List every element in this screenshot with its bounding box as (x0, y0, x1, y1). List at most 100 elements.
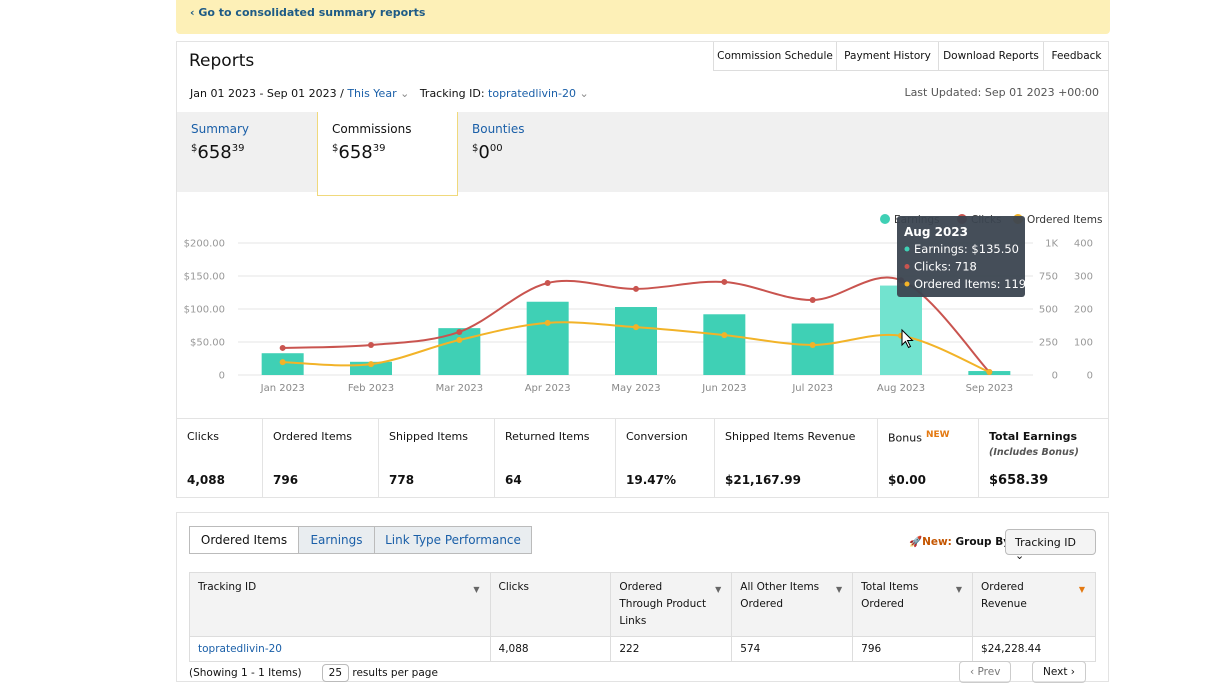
header-cell: Tracking ID ▼ (189, 572, 491, 637)
header-text: Total Items Ordered (861, 581, 919, 610)
card[interactable]: Commissions $65839 (317, 112, 458, 196)
x-tick-label: Sep 2023 (966, 383, 1013, 394)
table-header: Tracking ID ▼ Clicks Ordered Through Produc… (189, 572, 1096, 637)
cards: Summary $65839 Commissions $65839 Bounties… (177, 112, 1108, 196)
stat-label: Bonus (888, 431, 922, 445)
header-text: Clicks (498, 581, 530, 593)
stat-label: Conversion (626, 430, 688, 443)
x-tick-label: Mar 2023 (436, 383, 484, 394)
point (986, 369, 993, 376)
point (633, 285, 639, 292)
group-value: Tracking ID (1015, 536, 1077, 549)
card-amount: $65839 (191, 142, 303, 163)
stat: Returned Items 64 (495, 419, 616, 498)
bar (615, 307, 657, 375)
bar (880, 285, 922, 375)
tracking-id[interactable]: topratedlivin-20 (488, 87, 576, 100)
report-tab[interactable]: Earnings (298, 527, 374, 553)
stat-label: Returned Items (505, 430, 590, 443)
cell: 4,088 (489, 636, 612, 662)
filters: Jan 01 2023 - Sep 01 2023 / This Year ⌄ … (190, 87, 589, 100)
point (809, 297, 816, 304)
sort-icon: ▼ (955, 585, 963, 594)
stat: Shipped Items 778 (379, 419, 495, 498)
per-page-label: results per page (352, 667, 438, 679)
tracking-label: Tracking ID: (419, 87, 485, 100)
banner: ‹ Go to consolidated summary reports (176, 0, 1110, 34)
report-tabs: Ordered Items Earnings Link Type Perform… (189, 526, 532, 554)
y3-tick-label: 300 (1074, 272, 1093, 283)
stat-label: Shipped Items Revenue (725, 430, 856, 443)
tab[interactable]: Feedback (1043, 42, 1109, 71)
header-cell: Ordered Through Product Links ▼ (610, 572, 733, 637)
card[interactable]: Summary $65839 (177, 112, 317, 192)
x-tick-label: Apr 2023 (525, 383, 571, 394)
period[interactable]: This Year (347, 87, 397, 100)
per-page[interactable]: 25 (321, 664, 350, 682)
card[interactable]: Bounties $000 (458, 112, 598, 192)
tooltip-marker (904, 246, 910, 252)
whole: 0 (478, 142, 490, 163)
tab[interactable]: Commission Schedule (713, 42, 836, 71)
report-tab[interactable]: Link Type Performance (374, 527, 531, 553)
tab[interactable]: Payment History (836, 42, 938, 71)
sort-icon: ▼ (836, 585, 843, 594)
point (544, 319, 551, 326)
y2-tick-label: 500 (1039, 305, 1058, 316)
whole: 658 (197, 142, 232, 163)
sort-icon: ▼ (715, 585, 722, 594)
point (721, 332, 728, 339)
next[interactable]: Next › (1032, 661, 1086, 683)
cell: 222 (610, 636, 733, 662)
stats: Clicks 4,088 Ordered Items 796 Shipped Items… (177, 418, 1108, 498)
stat: Total Earnings (Includes Bonus) $658.39 (979, 419, 1108, 498)
stat-value: 64 (505, 473, 522, 487)
stat: Clicks 4,088 (177, 419, 263, 498)
y-tick-label: 0 (219, 371, 225, 382)
x-tick-label: Jun 2023 (701, 383, 746, 394)
stat-value: $21,167.99 (725, 473, 801, 487)
y-tick-label: $50.00 (190, 338, 225, 349)
card-label: Commissions (332, 122, 412, 136)
cell: topratedlivin-20 (189, 636, 491, 662)
prev[interactable]: ‹ Prev (959, 661, 1012, 683)
currency: $ (332, 143, 339, 154)
sort-icon: ▼ (473, 585, 480, 594)
point (368, 342, 374, 349)
group-select[interactable]: Tracking ID ⌄ (1005, 529, 1096, 562)
title: Reports (189, 51, 255, 71)
stat: Ordered Items 796 (263, 419, 379, 498)
x-tick-label: May 2023 (611, 383, 660, 394)
y-tick-label: $150.00 (184, 272, 225, 283)
banner-link[interactable]: ‹ Go to consolidated summary reports (190, 6, 426, 19)
tab[interactable]: Download Reports (938, 42, 1043, 71)
y3-tick-label: 400 (1074, 239, 1093, 250)
header-text: Tracking ID (198, 581, 257, 593)
bar (438, 328, 481, 375)
header-text: All Other Items Ordered (740, 581, 820, 610)
stat-label: Shipped Items (389, 430, 468, 443)
legend-marker (880, 214, 890, 224)
header-text: Ordered Through Product Links (619, 581, 707, 627)
point (809, 341, 816, 348)
y-tick-label: $100.00 (184, 305, 225, 316)
header-text: Ordered Revenue (981, 581, 1027, 610)
point (544, 279, 551, 286)
stat: Bonus NEW $0.00 (878, 419, 979, 498)
cents: 00 (489, 143, 503, 154)
x-tick-label: Jan 2023 (260, 383, 305, 394)
y3-tick-label: 0 (1087, 371, 1093, 382)
point (456, 337, 463, 344)
y2-tick-label: 1K (1045, 239, 1058, 250)
cursor (901, 328, 914, 349)
x-tick-label: Jul 2023 (791, 383, 833, 394)
stat-label: Clicks (187, 430, 219, 443)
point (633, 324, 639, 331)
report-tab[interactable]: Ordered Items (190, 527, 298, 553)
currency: $ (472, 143, 479, 154)
sort-icon: ▼ (1078, 585, 1085, 594)
bar (791, 323, 834, 375)
chart: 0 $50.00 $100.00 $150.00 $200.00 0 250 500 750 1K… (184, 214, 1102, 394)
table-row: topratedlivin-20 4,088 222 574 796 $24,228.44 (189, 636, 1096, 662)
